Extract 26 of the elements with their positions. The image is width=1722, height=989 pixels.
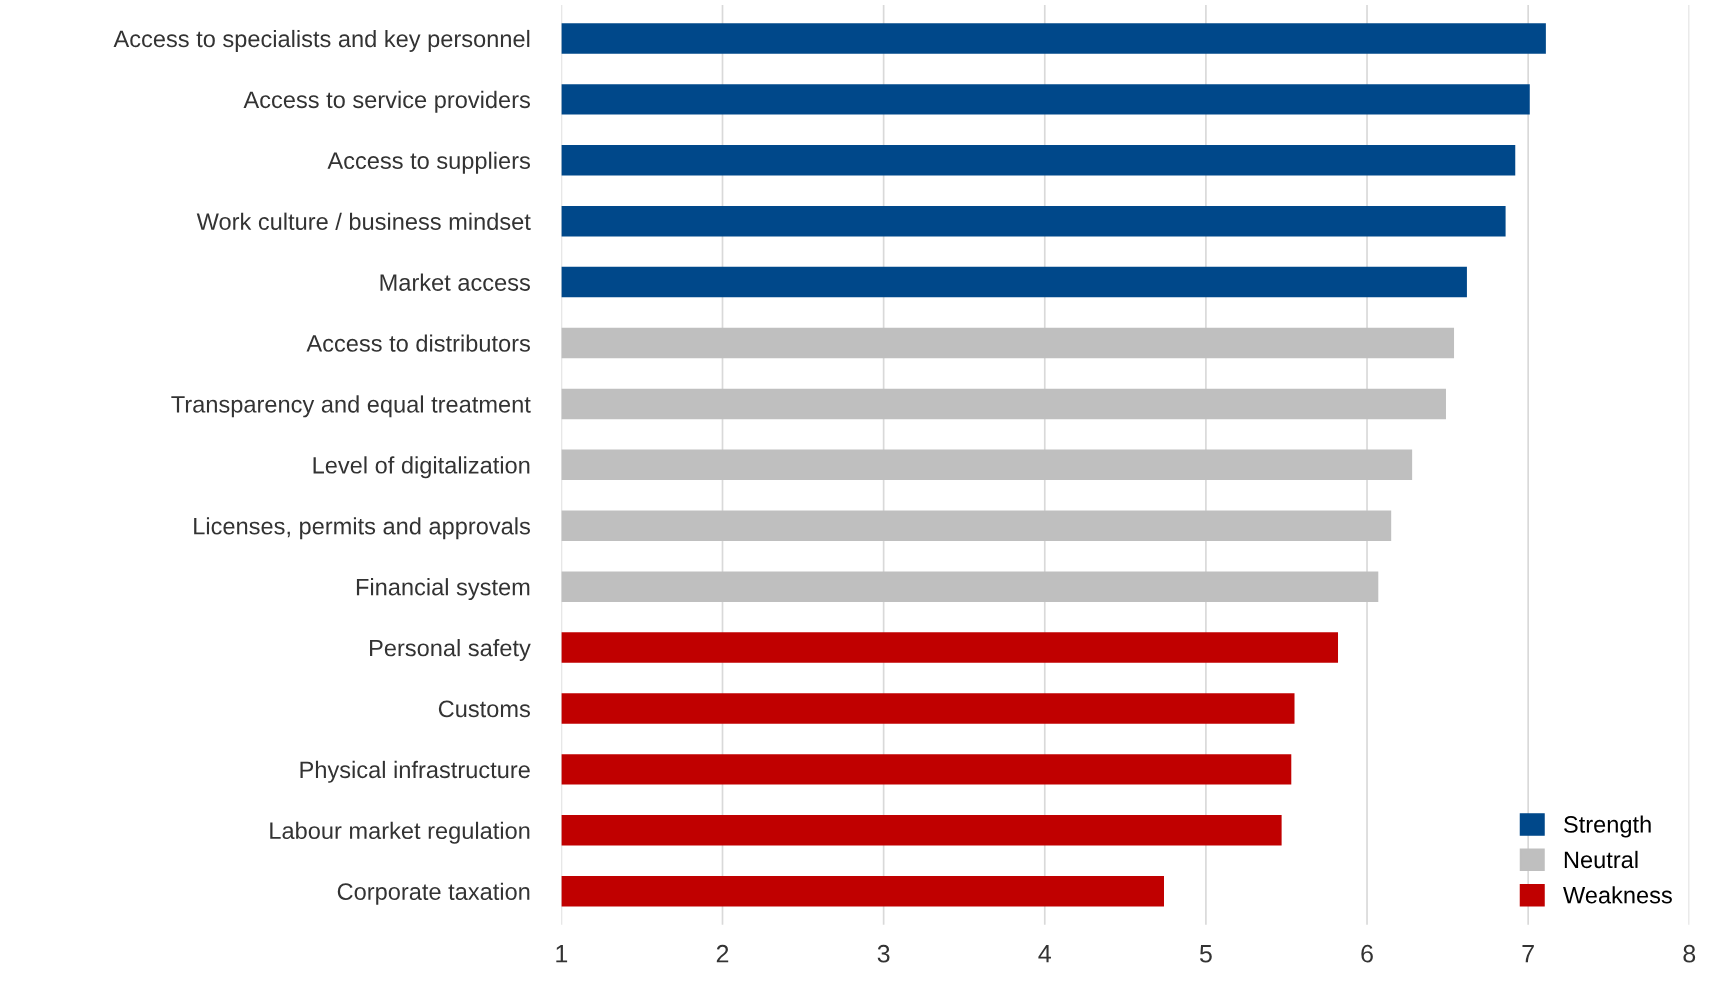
x-tick-label: 2: [716, 944, 729, 963]
y-tick-label: Market access: [380, 273, 530, 291]
y-tick-label: Access to distributors: [306, 334, 530, 352]
y-tick-label: Access to specialists and key personnel: [113, 29, 530, 52]
x-tick-label: 6: [1361, 944, 1373, 963]
y-tick-label: Corporate taxation: [337, 882, 530, 905]
y-tick-label: Transparency and equal treatment: [171, 395, 531, 418]
y-tick-label: Access to suppliers: [327, 151, 530, 174]
y-tick-label: Financial system: [356, 578, 530, 601]
x-tick-label: 1: [556, 945, 568, 963]
x-tick-label: 4: [1038, 945, 1051, 963]
y-tick-label: Licenses, permits and approvals: [194, 517, 530, 540]
y-tick-label: Work culture / business mindset: [196, 212, 531, 230]
x-tick-label: 8: [1683, 944, 1696, 963]
y-tick-label: Physical infrastructure: [300, 760, 530, 783]
x-tick-label: 3: [877, 944, 890, 963]
y-tick-label: Level of digitalization: [313, 456, 530, 479]
y-tick-label: Personal safety: [370, 639, 531, 662]
y-tick-label: Labour market regulation: [270, 821, 530, 844]
legend-label: Weakness: [1563, 886, 1672, 904]
x-tick-label: 7: [1522, 945, 1534, 963]
legend-label: Strength: [1564, 815, 1651, 838]
y-tick-label: Customs: [438, 700, 530, 718]
x-tick-label: 5: [1199, 945, 1212, 963]
legend-label: Neutral: [1564, 850, 1638, 869]
y-tick-label: Access to service providers: [243, 90, 530, 113]
